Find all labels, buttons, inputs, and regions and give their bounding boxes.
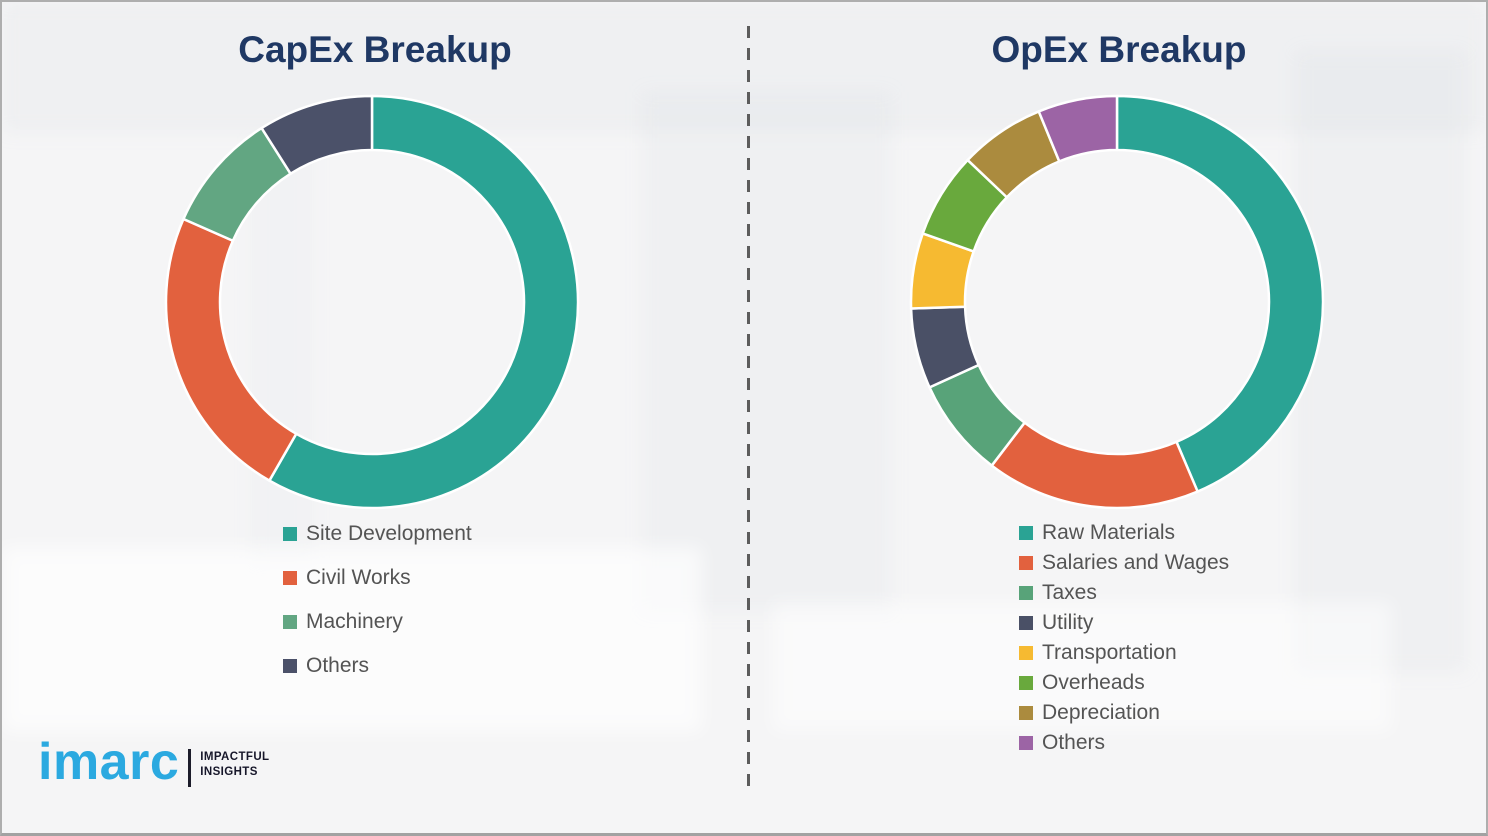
legend-label: Others [306,654,370,677]
imarc-logo-text: imarc [38,733,180,791]
opex-legend: Raw Materials Salaries and Wages Taxes Util… [1019,518,1229,758]
capex-donut-chart [164,94,580,510]
legend-swatch-icon [1019,706,1033,720]
legend-label: Utility [1042,611,1094,634]
background-shape [772,602,1392,732]
legend-swatch-icon [1019,556,1033,570]
donut-segment-salaries-and-wages [990,421,1199,510]
legend-item-taxes: Taxes [1019,578,1229,608]
legend-item-overheads: Overheads [1019,668,1229,698]
legend-swatch-icon [283,659,297,673]
tagline-line2: INSIGHTS [200,765,258,778]
legend-label: Transportation [1042,641,1177,664]
legend-label: Site Development [306,522,472,545]
legend-item-machinery: Machinery [283,600,472,644]
background-shape [1296,52,1466,672]
legend-swatch-icon [1019,676,1033,690]
background-shape [642,92,892,612]
opex-donut-chart [909,94,1325,510]
legend-label: Machinery [306,610,403,633]
logo-separator-bar [188,749,192,787]
background-shape [2,547,702,732]
donut-segment-others [1037,94,1119,163]
legend-item-civil-works: Civil Works [283,556,472,600]
legend-swatch-icon [283,615,297,629]
donut-segment-site-development [268,94,580,510]
dashed-divider [747,26,750,792]
legend-swatch-icon [1019,586,1033,600]
legend-item-others: Others [1019,728,1229,758]
tagline-line1: IMPACTFUL [200,751,270,763]
donut-segment-raw-materials [1115,94,1325,493]
legend-label: Taxes [1042,581,1097,604]
legend-item-depreciation: Depreciation [1019,698,1229,728]
legend-swatch-icon [283,571,297,585]
legend-item-transportation: Transportation [1019,638,1229,668]
imarc-logo: imarc IMPACTFUL INSIGHTS [38,735,269,790]
legend-item-raw-materials: Raw Materials [1019,518,1229,548]
donut-segment-others [260,94,374,175]
legend-item-salaries-and-wages: Salaries and Wages [1019,548,1229,578]
legend-swatch-icon [1019,616,1033,630]
legend-item-site-development: Site Development [283,512,472,556]
legend-item-others: Others [283,644,472,688]
legend-label: Civil Works [306,566,411,589]
legend-swatch-icon [1019,526,1033,540]
donut-segment-civil-works [164,217,298,482]
legend-swatch-icon [283,527,297,541]
opex-chart-title: OpEx Breakup [991,29,1247,70]
legend-label: Others [1042,731,1106,754]
capex-chart-title: CapEx Breakup [238,29,512,70]
legend-item-utility: Utility [1019,608,1229,638]
legend-label: Raw Materials [1042,521,1176,544]
legend-swatch-icon [1019,646,1033,660]
legend-swatch-icon [1019,736,1033,750]
legend-label: Salaries and Wages [1042,551,1230,574]
legend-label: Overheads [1042,671,1145,694]
background-shape [2,2,1486,132]
imarc-tagline: IMPACTFUL INSIGHTS [200,750,269,780]
legend-label: Depreciation [1042,701,1160,724]
capex-legend: Site Development Civil Works Machinery Othe… [283,512,472,688]
